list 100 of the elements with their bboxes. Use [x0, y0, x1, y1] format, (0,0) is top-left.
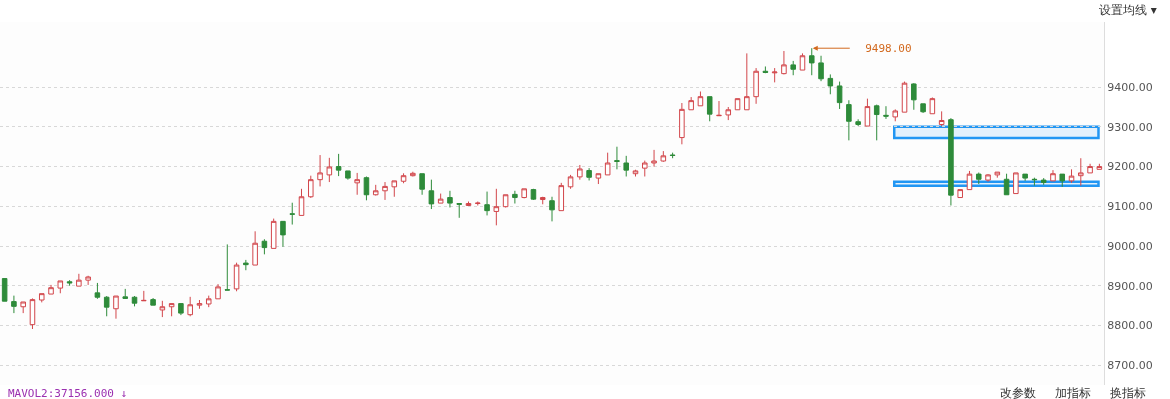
candlestick	[642, 160, 648, 177]
candlestick	[1031, 177, 1038, 187]
candlestick	[586, 167, 592, 181]
candlestick	[660, 150, 667, 163]
candlestick	[66, 279, 73, 287]
text: 设置均线 ▾	[1099, 3, 1157, 17]
candlestick	[29, 297, 36, 330]
candlestick	[920, 103, 926, 114]
candlestick	[178, 303, 184, 316]
candlestick	[363, 175, 370, 201]
candlestick	[836, 81, 843, 110]
candlestick	[818, 55, 824, 82]
candlestick	[1050, 169, 1056, 182]
candlestick	[623, 155, 629, 177]
candlestick	[799, 52, 806, 71]
candlestick	[1040, 177, 1047, 186]
candlestick	[326, 157, 333, 183]
candlestick	[280, 220, 286, 248]
candlestick	[827, 73, 834, 95]
candlestick	[1, 278, 8, 302]
candlestick	[400, 172, 407, 184]
candlestick	[502, 194, 509, 208]
candlestick	[567, 174, 574, 190]
candlestick	[558, 182, 565, 212]
candlestick	[428, 179, 435, 210]
candlestick	[382, 181, 388, 201]
candlestick	[985, 173, 991, 183]
candlestick	[1003, 173, 1010, 196]
y-tick-label: 9200.00	[1107, 160, 1153, 174]
candlestick	[205, 295, 212, 308]
candlestick	[419, 173, 425, 196]
candlestick	[38, 293, 45, 303]
candlestick	[410, 171, 416, 177]
candlestick	[892, 108, 899, 122]
candlestick	[308, 175, 314, 199]
y-tick-label: 8900.00	[1107, 279, 1153, 293]
candlestick	[706, 96, 713, 122]
candlestick	[131, 295, 138, 307]
candlestick	[929, 96, 936, 115]
candlestick	[1068, 168, 1075, 184]
candlestick	[289, 202, 296, 226]
candlestick	[1078, 157, 1084, 187]
candlestick	[762, 65, 769, 74]
candlestick	[243, 259, 249, 271]
candlestick	[354, 172, 360, 196]
candlestick	[437, 193, 444, 204]
candlestick	[261, 238, 268, 255]
candlestick	[94, 282, 101, 300]
candlestick	[790, 60, 796, 76]
candlestick	[604, 152, 611, 176]
candlestick	[493, 188, 500, 226]
candlestick	[1096, 163, 1103, 170]
candlestick	[994, 171, 1001, 179]
candlestick	[725, 106, 732, 121]
text: 换指标	[1110, 386, 1146, 399]
candlestick	[846, 99, 852, 141]
candlestick	[539, 196, 546, 205]
candlestick	[873, 104, 880, 141]
y-tick-label: 9000.00	[1107, 239, 1153, 253]
candlestick	[1022, 173, 1028, 182]
candlestick	[20, 301, 26, 314]
y-tick-label: 9100.00	[1107, 200, 1153, 214]
y-tick-label: 8800.00	[1107, 319, 1153, 333]
candlestick	[1059, 173, 1066, 188]
candlestick	[317, 154, 323, 187]
candlestick	[159, 300, 166, 318]
candlestick	[521, 188, 527, 199]
y-tick-label: 9400.00	[1107, 80, 1153, 94]
candlestick	[744, 52, 750, 111]
candlestick	[335, 153, 342, 177]
candlestick	[447, 190, 453, 208]
candlestick	[196, 299, 203, 310]
candlestick	[781, 50, 787, 75]
candlestick	[76, 273, 82, 287]
candlestick	[150, 297, 156, 306]
candlestick	[512, 190, 518, 204]
candlestick	[883, 105, 889, 120]
candlestick	[1087, 163, 1093, 174]
y-tick-label: 8700.00	[1107, 358, 1153, 372]
candlestick	[391, 180, 398, 198]
candlestick	[966, 170, 973, 191]
candlestick	[122, 288, 129, 300]
candlestick	[224, 243, 231, 291]
candlestick	[215, 283, 221, 300]
candlestick	[85, 275, 91, 286]
candlestick	[141, 290, 147, 302]
candlestick	[113, 295, 119, 320]
candlestick	[1013, 172, 1019, 195]
candlestick	[372, 184, 379, 197]
candlestick	[911, 82, 917, 111]
candlestick	[864, 98, 871, 127]
candlestick	[187, 296, 193, 317]
candlestick	[957, 189, 963, 199]
candlestick	[484, 191, 490, 216]
candlestick	[168, 303, 175, 317]
candlestick	[679, 102, 685, 145]
candlestick	[252, 230, 258, 266]
candlestick	[549, 196, 555, 222]
candlestick	[57, 280, 64, 294]
candlestick	[456, 203, 462, 219]
